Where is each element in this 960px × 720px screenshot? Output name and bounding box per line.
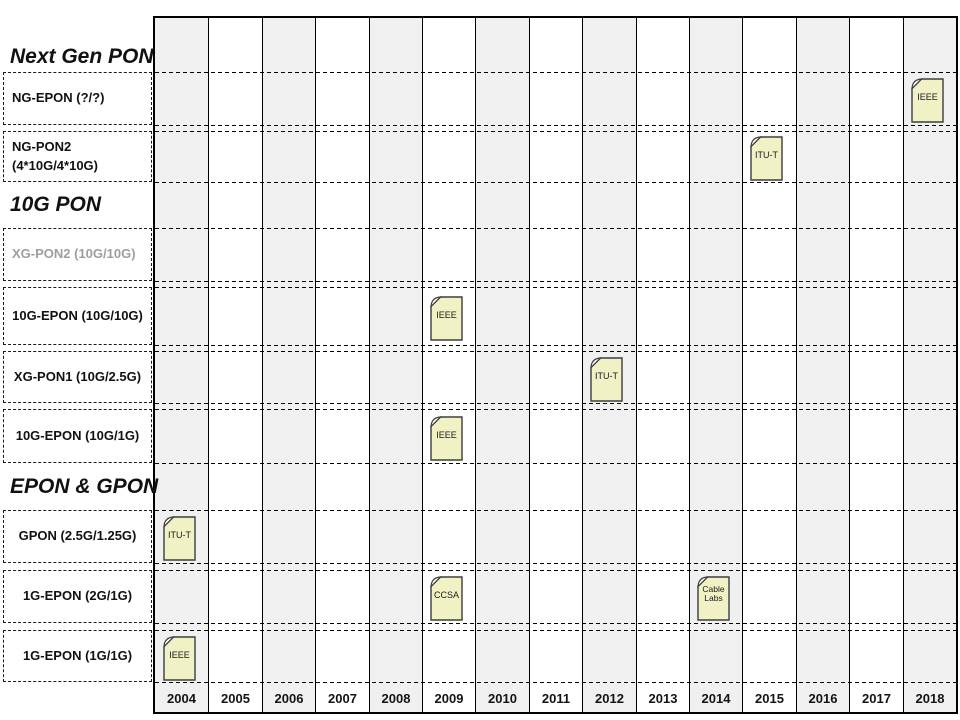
row-label: XG-PON1 (10G/2.5G) bbox=[4, 368, 151, 387]
row-label: NG-EPON (?/?) bbox=[4, 89, 151, 108]
row-separator-line bbox=[155, 510, 956, 511]
year-label: 2009 bbox=[423, 691, 475, 706]
pon-standards-timeline: 2004200520062007200820092010201120122013… bbox=[0, 0, 960, 720]
year-label: 2005 bbox=[209, 691, 262, 706]
row-label-box: NG-EPON (?/?) bbox=[3, 72, 152, 125]
document-icon: IEEE bbox=[911, 78, 944, 123]
document-icon: CCSA bbox=[430, 576, 463, 621]
section-header: 10G PON bbox=[10, 182, 310, 228]
row-separator-line bbox=[155, 345, 956, 346]
year-label: 2006 bbox=[263, 691, 315, 706]
document-org-label: IEEE bbox=[431, 431, 462, 440]
year-column: 2006 bbox=[262, 18, 315, 712]
row-label-box: XG-PON2 (10G/10G) bbox=[3, 228, 152, 281]
row-separator-line bbox=[155, 281, 956, 282]
year-column: 2011 bbox=[529, 18, 582, 712]
year-column: 2005 bbox=[208, 18, 262, 712]
row-separator-line bbox=[155, 682, 956, 683]
document-icon: ITU-T bbox=[750, 136, 783, 181]
row-separator-line bbox=[155, 131, 956, 132]
year-label: 2015 bbox=[743, 691, 796, 706]
document-org-label: IEEE bbox=[431, 311, 462, 320]
row-label-box: GPON (2.5G/1.25G) bbox=[3, 510, 152, 563]
row-label: NG-PON2 (4*10G/4*10G) bbox=[4, 138, 151, 176]
document-icon: ITU-T bbox=[590, 357, 623, 402]
row-label: 1G-EPON (1G/1G) bbox=[4, 647, 151, 666]
row-label-box: 1G-EPON (2G/1G) bbox=[3, 570, 152, 623]
document-org-label: IEEE bbox=[912, 93, 943, 102]
document-org-label: ITU-T bbox=[591, 372, 622, 381]
year-label: 2013 bbox=[637, 691, 689, 706]
document-icon: IEEE bbox=[430, 296, 463, 341]
year-column: 2010 bbox=[475, 18, 529, 712]
year-column: 2007 bbox=[315, 18, 369, 712]
document-org-label: ITU-T bbox=[751, 151, 782, 160]
row-separator-line bbox=[155, 125, 956, 126]
document-icon: Cable Labs bbox=[697, 576, 730, 621]
year-column: 2013 bbox=[636, 18, 689, 712]
row-separator-line bbox=[155, 570, 956, 571]
row-label: 10G-EPON (10G/10G) bbox=[4, 307, 151, 326]
section-header: EPON & GPON bbox=[10, 463, 310, 510]
row-separator-line bbox=[155, 228, 956, 229]
row-label: GPON (2.5G/1.25G) bbox=[4, 527, 151, 546]
year-column: 2008 bbox=[369, 18, 422, 712]
year-column: 2017 bbox=[849, 18, 903, 712]
row-label-box: 10G-EPON (10G/1G) bbox=[3, 409, 152, 463]
row-separator-line bbox=[155, 623, 956, 624]
year-label: 2008 bbox=[370, 691, 422, 706]
year-label: 2014 bbox=[690, 691, 742, 706]
row-separator-line bbox=[155, 287, 956, 288]
row-label-box: 10G-EPON (10G/10G) bbox=[3, 287, 152, 345]
row-label-box: NG-PON2 (4*10G/4*10G) bbox=[3, 131, 152, 182]
row-separator-line bbox=[155, 409, 956, 410]
row-label: 10G-EPON (10G/1G) bbox=[4, 427, 151, 446]
year-label: 2011 bbox=[530, 691, 582, 706]
year-label: 2010 bbox=[476, 691, 529, 706]
row-label: XG-PON2 (10G/10G) bbox=[4, 245, 151, 264]
document-icon: IEEE bbox=[430, 416, 463, 461]
year-column: 2016 bbox=[796, 18, 849, 712]
document-org-label: CCSA bbox=[431, 591, 462, 600]
year-label: 2004 bbox=[155, 691, 208, 706]
year-label: 2007 bbox=[316, 691, 369, 706]
row-label: 1G-EPON (2G/1G) bbox=[4, 587, 151, 606]
row-separator-line bbox=[155, 630, 956, 631]
row-label-box: XG-PON1 (10G/2.5G) bbox=[3, 351, 152, 403]
year-label: 2017 bbox=[850, 691, 903, 706]
document-org-label: Cable Labs bbox=[698, 585, 729, 603]
year-column: 2004 bbox=[155, 18, 208, 712]
document-icon: IEEE bbox=[163, 636, 196, 681]
row-separator-line bbox=[155, 403, 956, 404]
timeline-grid: 2004200520062007200820092010201120122013… bbox=[153, 16, 958, 714]
row-separator-line bbox=[155, 563, 956, 564]
year-label: 2018 bbox=[904, 691, 956, 706]
document-org-label: IEEE bbox=[164, 651, 195, 660]
year-label: 2016 bbox=[797, 691, 849, 706]
row-separator-line bbox=[155, 351, 956, 352]
year-label: 2012 bbox=[583, 691, 636, 706]
row-label-box: 1G-EPON (1G/1G) bbox=[3, 630, 152, 682]
document-org-label: ITU-T bbox=[164, 531, 195, 540]
year-column: 2015 bbox=[742, 18, 796, 712]
document-icon: ITU-T bbox=[163, 516, 196, 561]
